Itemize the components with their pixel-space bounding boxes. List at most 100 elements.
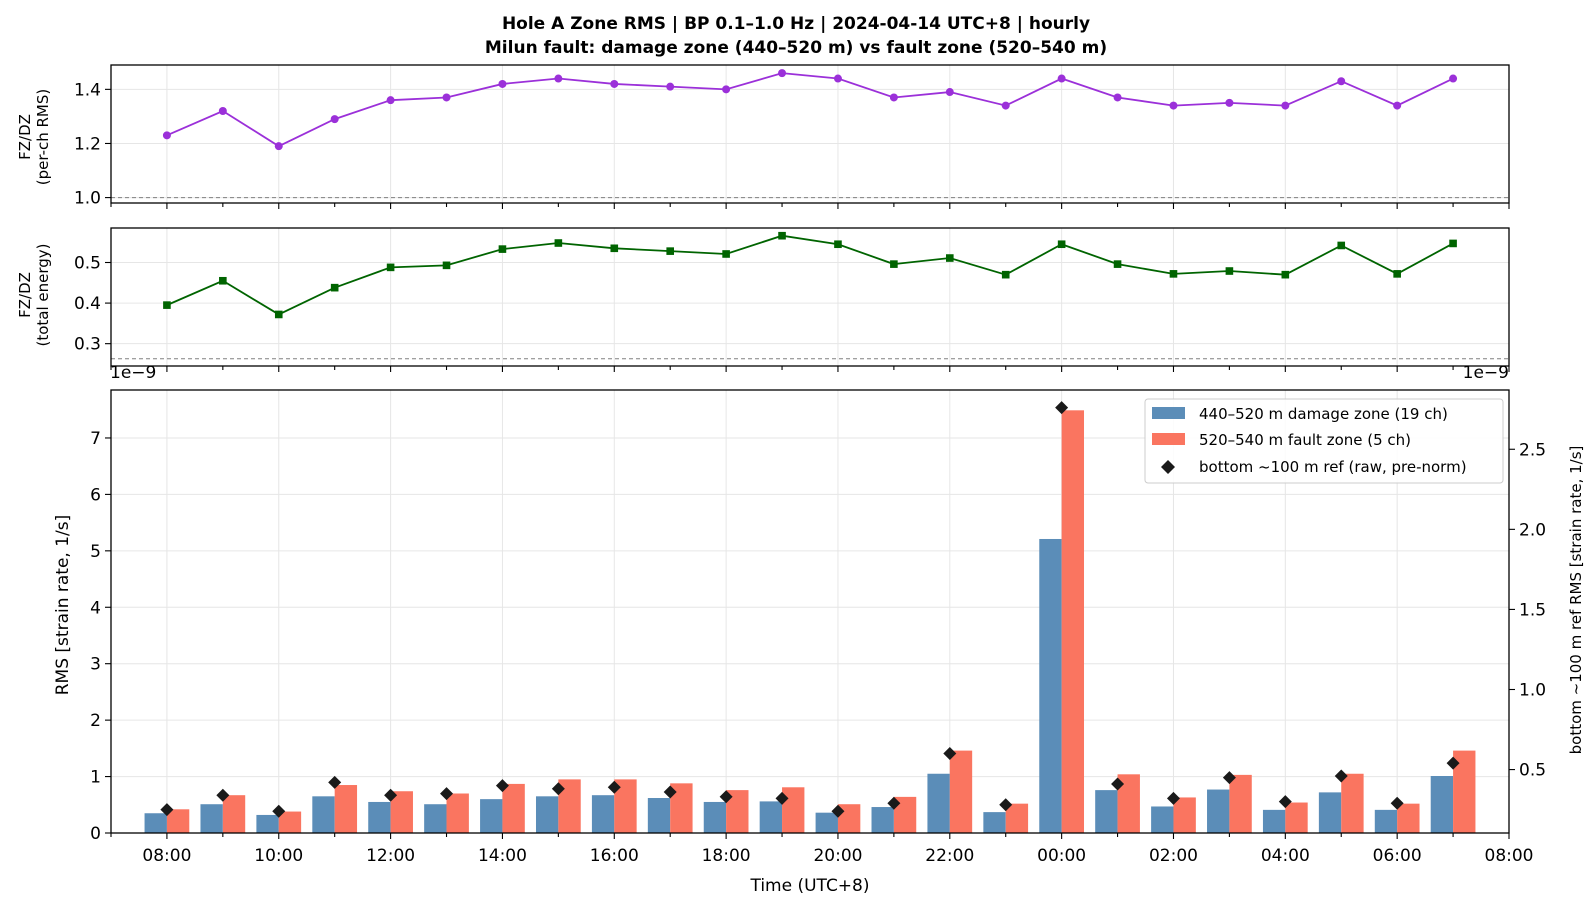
damage-zone-bar	[1262, 809, 1286, 833]
fault-zone-bar	[670, 783, 693, 833]
panel1-frame	[110, 64, 1510, 204]
panel1-point	[162, 131, 171, 140]
panel1-ylabel-line2: (per-ch RMS)	[34, 89, 52, 185]
damage-zone-bar	[480, 799, 503, 833]
panel2-point	[1057, 240, 1066, 249]
fault-zone-bar	[949, 750, 973, 833]
fault-zone-bar	[726, 790, 749, 833]
panel1-point	[1001, 101, 1010, 110]
rms-bar-panel: 08:00 10:00 12:00 14:00 16:00 18:00 20:00 22:00…	[90, 389, 1546, 866]
damage-zone-bar	[1039, 538, 1062, 833]
panel3-ylabel-right: bottom ~100 m ref RMS [strain rate, 1/s]	[1567, 446, 1585, 755]
legend-swatch-damage-zone	[1152, 407, 1185, 419]
panel1-point	[666, 82, 675, 91]
fault-zone-bar	[1117, 774, 1140, 833]
panel2-point	[722, 250, 730, 258]
panel1-point	[722, 85, 731, 94]
x-tick-label: 06:00	[1373, 846, 1422, 866]
ref-marker	[1278, 795, 1292, 809]
panel1-point	[1281, 101, 1290, 110]
damage-zone-bar	[1095, 790, 1118, 833]
damage-zone-bar	[1374, 809, 1398, 833]
panel3-ytick-label: 5	[90, 542, 101, 562]
panel2-point	[1393, 270, 1401, 278]
panel1-point	[330, 115, 339, 124]
damage-zone-bar	[144, 813, 167, 833]
damage-zone-bar	[1318, 792, 1342, 833]
panel1-point	[1449, 74, 1458, 83]
panel1-point	[1225, 98, 1234, 107]
fault-zone-bar	[446, 793, 469, 833]
ratio-per-channel-panel: 1.0 1.2 1.4	[74, 64, 1510, 209]
panel1-series-line	[166, 72, 1454, 148]
panel3-ytick-label: 4	[90, 598, 101, 618]
damage-zone-bar	[1430, 776, 1454, 833]
fault-zone-bar	[1453, 750, 1476, 833]
panel2-ytick-label: 0.5	[74, 254, 101, 274]
fault-zone-bar	[1229, 774, 1252, 833]
ref-marker	[1222, 771, 1236, 785]
panel3-ytick-label: 1	[90, 768, 101, 788]
damage-zone-bar	[591, 795, 615, 833]
panel3-ytick-label: 3	[90, 655, 101, 675]
ref-marker	[1111, 777, 1125, 791]
x-tick-label: 00:00	[1037, 846, 1086, 866]
panel2-point	[666, 247, 674, 255]
ref-marker	[551, 782, 565, 796]
fault-zone-bar	[782, 787, 805, 833]
damage-zone-bar	[535, 796, 559, 833]
panel3-ytick-label: 0	[90, 824, 101, 844]
fault-zone-bar	[1005, 803, 1029, 833]
panel3-right-ytick-label: 2.0	[1519, 520, 1546, 540]
ref-marker	[999, 798, 1013, 812]
panel1-point	[218, 107, 227, 115]
panel3-ytick-label: 2	[90, 711, 101, 731]
fault-zone-bar	[278, 811, 302, 833]
x-axis-label: Time (UTC+8)	[749, 876, 869, 896]
panel1-point	[1337, 77, 1346, 86]
panel1-point	[1057, 74, 1066, 83]
fault-zone-bar	[222, 795, 246, 833]
ref-marker	[719, 790, 733, 804]
damage-zone-bar	[927, 773, 950, 833]
panel2-ytick-label: 0.4	[74, 294, 101, 314]
fault-zone-bar	[614, 779, 637, 833]
fault-zone-bar	[502, 783, 525, 833]
panel2-point	[778, 231, 786, 240]
fault-zone-bar	[390, 791, 413, 833]
x-tick-label: 18:00	[702, 846, 751, 866]
panel3-ytick-label: 7	[90, 429, 101, 449]
panel3-offset-text-right: 1e−9	[1463, 363, 1509, 383]
panel1-point	[442, 93, 451, 102]
damage-zone-bar	[1207, 789, 1230, 833]
panel2-point	[610, 244, 619, 253]
panel1-ylabel-line1: FZ/DZ	[16, 114, 34, 160]
panel2-series-line	[166, 234, 1454, 316]
panel1-point	[386, 96, 395, 105]
ratio-total-energy-panel: 0.3 0.4 0.5	[74, 227, 1510, 372]
panel3-ytick-label: 6	[90, 485, 101, 505]
chart-title-line2: Milun fault: damage zone (440–520 m) vs …	[485, 38, 1107, 58]
panel1-point	[833, 74, 842, 83]
panel2-point	[1113, 260, 1122, 268]
panel2-point	[219, 276, 227, 285]
legend-label-ref: bottom ~100 m ref (raw, pre-norm)	[1199, 458, 1467, 476]
panel1-point	[498, 79, 507, 88]
ref-marker	[607, 780, 621, 794]
panel1-point	[1113, 93, 1122, 102]
damage-zone-bar	[1151, 806, 1174, 833]
fault-zone-bar	[558, 779, 581, 833]
panel3-right-ytick-label: 0.5	[1519, 761, 1546, 781]
chart-title-line1: Hole A Zone RMS | BP 0.1–1.0 Hz | 2024-0…	[502, 14, 1090, 34]
damage-zone-bar	[871, 807, 894, 833]
fault-zone-bar	[1341, 773, 1364, 833]
legend: 440–520 m damage zone (19 ch) 520–540 m …	[1144, 398, 1504, 484]
ref-marker	[328, 775, 342, 789]
fault-zone-bar	[1173, 797, 1196, 833]
ref-marker	[1446, 756, 1460, 770]
legend-label-damage-zone: 440–520 m damage zone (19 ch)	[1199, 405, 1448, 423]
ref-marker	[495, 779, 509, 793]
panel2-point	[274, 310, 283, 319]
legend-box	[1144, 398, 1504, 484]
ref-marker	[384, 788, 398, 802]
